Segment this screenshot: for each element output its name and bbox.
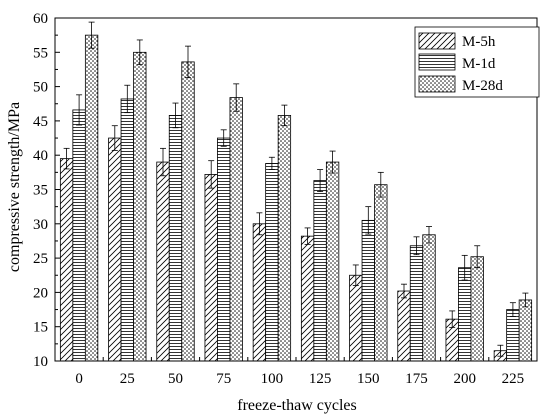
- bar-m-5h-100: [252, 223, 267, 362]
- x-tick-label: 50: [168, 371, 183, 387]
- y-tick-label: 30: [33, 217, 48, 233]
- bar-m-28d-0: [84, 34, 99, 362]
- error-bar-m-1d-150: [365, 206, 372, 235]
- bar-m-1d-75: [217, 137, 231, 362]
- error-bar-m-5h-100: [256, 212, 263, 236]
- bar-m-5h-25: [108, 137, 122, 362]
- bar-m-5h-175: [397, 290, 411, 362]
- error-bar-m-5h-25: [111, 125, 118, 151]
- y-tick-label: 45: [33, 114, 48, 130]
- legend-label-m-1d: M-1d: [462, 56, 496, 72]
- x-tick-label: 25: [120, 371, 135, 387]
- y-tick-label: 15: [33, 320, 48, 336]
- error-bar-m-1d-200: [461, 254, 468, 281]
- error-bar-m-28d-100: [281, 104, 288, 127]
- error-bar-m-28d-75: [233, 83, 240, 112]
- error-bar-m-1d-175: [413, 236, 420, 256]
- x-tick-label: 200: [453, 371, 476, 387]
- legend-label-m-5h: M-5h: [462, 34, 496, 50]
- legend-swatch-m-5h: [418, 32, 456, 50]
- legend-label-m-28d: M-28d: [462, 78, 503, 94]
- x-tick-label: 100: [261, 371, 284, 387]
- bar-m-1d-25: [120, 98, 134, 362]
- y-tick-label: 55: [33, 45, 48, 61]
- x-tick-label: 125: [309, 371, 332, 387]
- bar-m-1d-125: [313, 180, 327, 362]
- y-tick-label: 60: [33, 11, 48, 27]
- y-tick-label: 25: [33, 251, 48, 267]
- bar-m-28d-125: [325, 161, 340, 362]
- x-axis-title: freeze-thaw cycles: [237, 397, 356, 414]
- x-tick-label: 0: [75, 371, 83, 387]
- bar-m-5h-50: [156, 161, 170, 362]
- error-bar-m-5h-150: [352, 264, 359, 286]
- error-bar-m-5h-0: [63, 147, 70, 170]
- legend-swatch-m-1d: [418, 53, 456, 71]
- error-bar-m-28d-125: [329, 150, 336, 174]
- y-axis-title: compressive strength/MPa: [6, 102, 23, 272]
- bar-m-5h-125: [300, 235, 315, 362]
- y-tick-label: 50: [33, 80, 48, 96]
- x-tick-label: 150: [357, 371, 380, 387]
- legend-swatch-m-28d: [418, 75, 456, 93]
- error-bar-m-5h-125: [304, 227, 311, 245]
- bar-m-28d-200: [470, 256, 484, 362]
- bar-m-1d-50: [168, 115, 183, 362]
- error-bar-m-5h-200: [449, 310, 456, 328]
- error-bar-m-5h-50: [160, 147, 166, 177]
- x-tick-label: 225: [502, 371, 525, 387]
- error-bar-m-28d-50: [185, 45, 191, 79]
- error-bar-m-28d-175: [426, 226, 432, 244]
- error-bars-layer: [63, 21, 529, 357]
- legend: M-5h M-1d M-28d: [414, 26, 540, 98]
- error-bar-m-1d-50: [172, 102, 179, 129]
- bars-layer: [59, 34, 533, 362]
- bar-m-1d-0: [72, 109, 86, 362]
- bar-m-28d-50: [181, 61, 195, 362]
- bar-m-5h-150: [349, 274, 363, 362]
- x-axis: 0 25 50 75 100 125 150 175 200 225: [75, 357, 524, 387]
- bar-m-1d-100: [265, 163, 279, 362]
- y-tick-label: 40: [33, 148, 48, 164]
- error-bar-m-5h-225: [497, 344, 504, 357]
- bar-m-28d-150: [374, 184, 388, 362]
- error-bar-m-28d-0: [88, 21, 95, 49]
- bar-m-1d-175: [409, 245, 424, 362]
- x-tick-label: 75: [216, 371, 231, 387]
- error-bar-m-28d-200: [474, 245, 481, 269]
- y-tick-label: 20: [33, 285, 48, 301]
- error-bar-m-1d-125: [317, 169, 324, 192]
- error-bar-m-5h-75: [208, 160, 215, 189]
- error-bar-m-28d-150: [377, 171, 384, 198]
- error-bar-m-1d-225: [509, 302, 516, 317]
- y-tick-label: 35: [33, 183, 48, 199]
- error-bar-m-1d-75: [220, 129, 227, 147]
- bar-m-5h-0: [59, 158, 74, 362]
- bar-m-28d-225: [518, 299, 533, 362]
- bar-m-28d-100: [277, 115, 292, 362]
- bar-m-5h-75: [204, 174, 218, 362]
- bar-m-28d-75: [229, 97, 243, 362]
- y-tick-label: 10: [33, 354, 48, 370]
- bar-m-1d-200: [458, 267, 472, 362]
- error-bar-m-1d-100: [268, 156, 275, 171]
- bar-m-28d-175: [422, 234, 436, 362]
- bar-m-1d-150: [361, 219, 375, 362]
- error-bar-m-5h-175: [401, 283, 407, 299]
- error-bar-m-28d-225: [522, 292, 529, 308]
- error-bar-m-1d-0: [76, 94, 83, 126]
- error-bar-m-28d-25: [136, 39, 143, 66]
- x-tick-label: 175: [405, 371, 428, 387]
- y-axis: 10 15 20 25 30 35 40 45 50 55 60: [33, 11, 60, 370]
- error-bar-m-1d-25: [124, 84, 131, 114]
- bar-m-28d-25: [133, 51, 147, 362]
- bar-m-1d-225: [506, 309, 520, 362]
